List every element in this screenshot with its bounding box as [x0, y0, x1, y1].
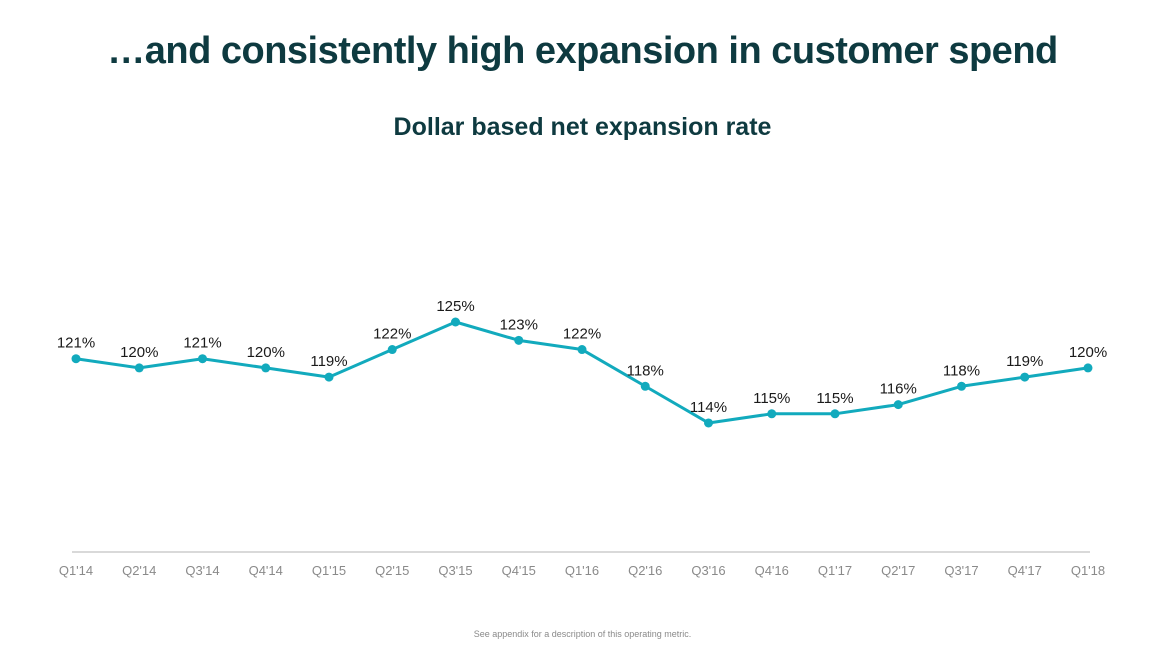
data-label: 122% [373, 326, 411, 343]
data-point [767, 409, 777, 419]
x-tick-label: Q4'15 [502, 563, 536, 578]
x-tick-label: Q3'14 [185, 563, 219, 578]
data-label: 116% [880, 381, 917, 398]
data-point [830, 409, 840, 419]
data-point [640, 381, 650, 391]
footnote: See appendix for a description of this o… [473, 629, 692, 639]
data-label: 121% [183, 335, 221, 352]
x-tick-label: Q1'14 [59, 563, 93, 578]
data-point [704, 418, 713, 428]
data-label: 120% [1069, 344, 1107, 361]
data-point [261, 363, 271, 373]
x-tick-label: Q3'17 [944, 563, 978, 578]
chart-marks: 121% Q1'14 120% Q2'14 121% Q3'14 120% Q4'14 119%… [57, 298, 1107, 578]
data-label: 119% [1006, 353, 1043, 370]
data-point [957, 381, 966, 391]
x-tick-label: Q2'15 [375, 563, 409, 578]
x-tick-label: Q2'17 [881, 563, 915, 578]
data-label: 119% [310, 353, 347, 370]
data-label: 125% [436, 298, 474, 315]
x-tick-label: Q1'16 [565, 563, 599, 578]
data-point [1083, 363, 1093, 373]
data-point [134, 363, 144, 373]
page-title: …and consistently high expansion in cust… [107, 30, 1058, 72]
data-label: 122% [563, 326, 601, 343]
data-label: 115% [753, 390, 790, 407]
data-point [387, 345, 397, 355]
chart-title: Dollar based net expansion rate [393, 113, 772, 141]
data-label: 121% [57, 335, 95, 352]
x-tick-label: Q3'15 [438, 563, 472, 578]
data-point [451, 317, 460, 327]
x-tick-label: Q3'16 [691, 563, 725, 578]
data-point [71, 354, 81, 364]
x-tick-label: Q4'16 [755, 563, 789, 578]
data-label: 115% [816, 390, 853, 407]
data-label: 120% [120, 344, 158, 361]
data-point [893, 400, 903, 410]
x-tick-label: Q1'18 [1071, 563, 1105, 578]
x-tick-label: Q4'17 [1008, 563, 1042, 578]
data-label: 118% [627, 362, 664, 379]
x-tick-label: Q2'14 [122, 563, 156, 578]
data-label: 123% [500, 316, 538, 333]
x-tick-label: Q2'16 [628, 563, 662, 578]
x-tick-label: Q4'14 [249, 563, 283, 578]
data-label: 114% [690, 399, 727, 416]
x-tick-label: Q1'15 [312, 563, 346, 578]
data-point [1020, 372, 1030, 382]
data-label: 118% [943, 362, 980, 379]
data-point [577, 345, 587, 355]
data-point [324, 372, 334, 382]
data-point [514, 335, 524, 345]
x-tick-label: Q1'17 [818, 563, 852, 578]
data-label: 120% [247, 344, 285, 361]
data-point [198, 354, 207, 364]
